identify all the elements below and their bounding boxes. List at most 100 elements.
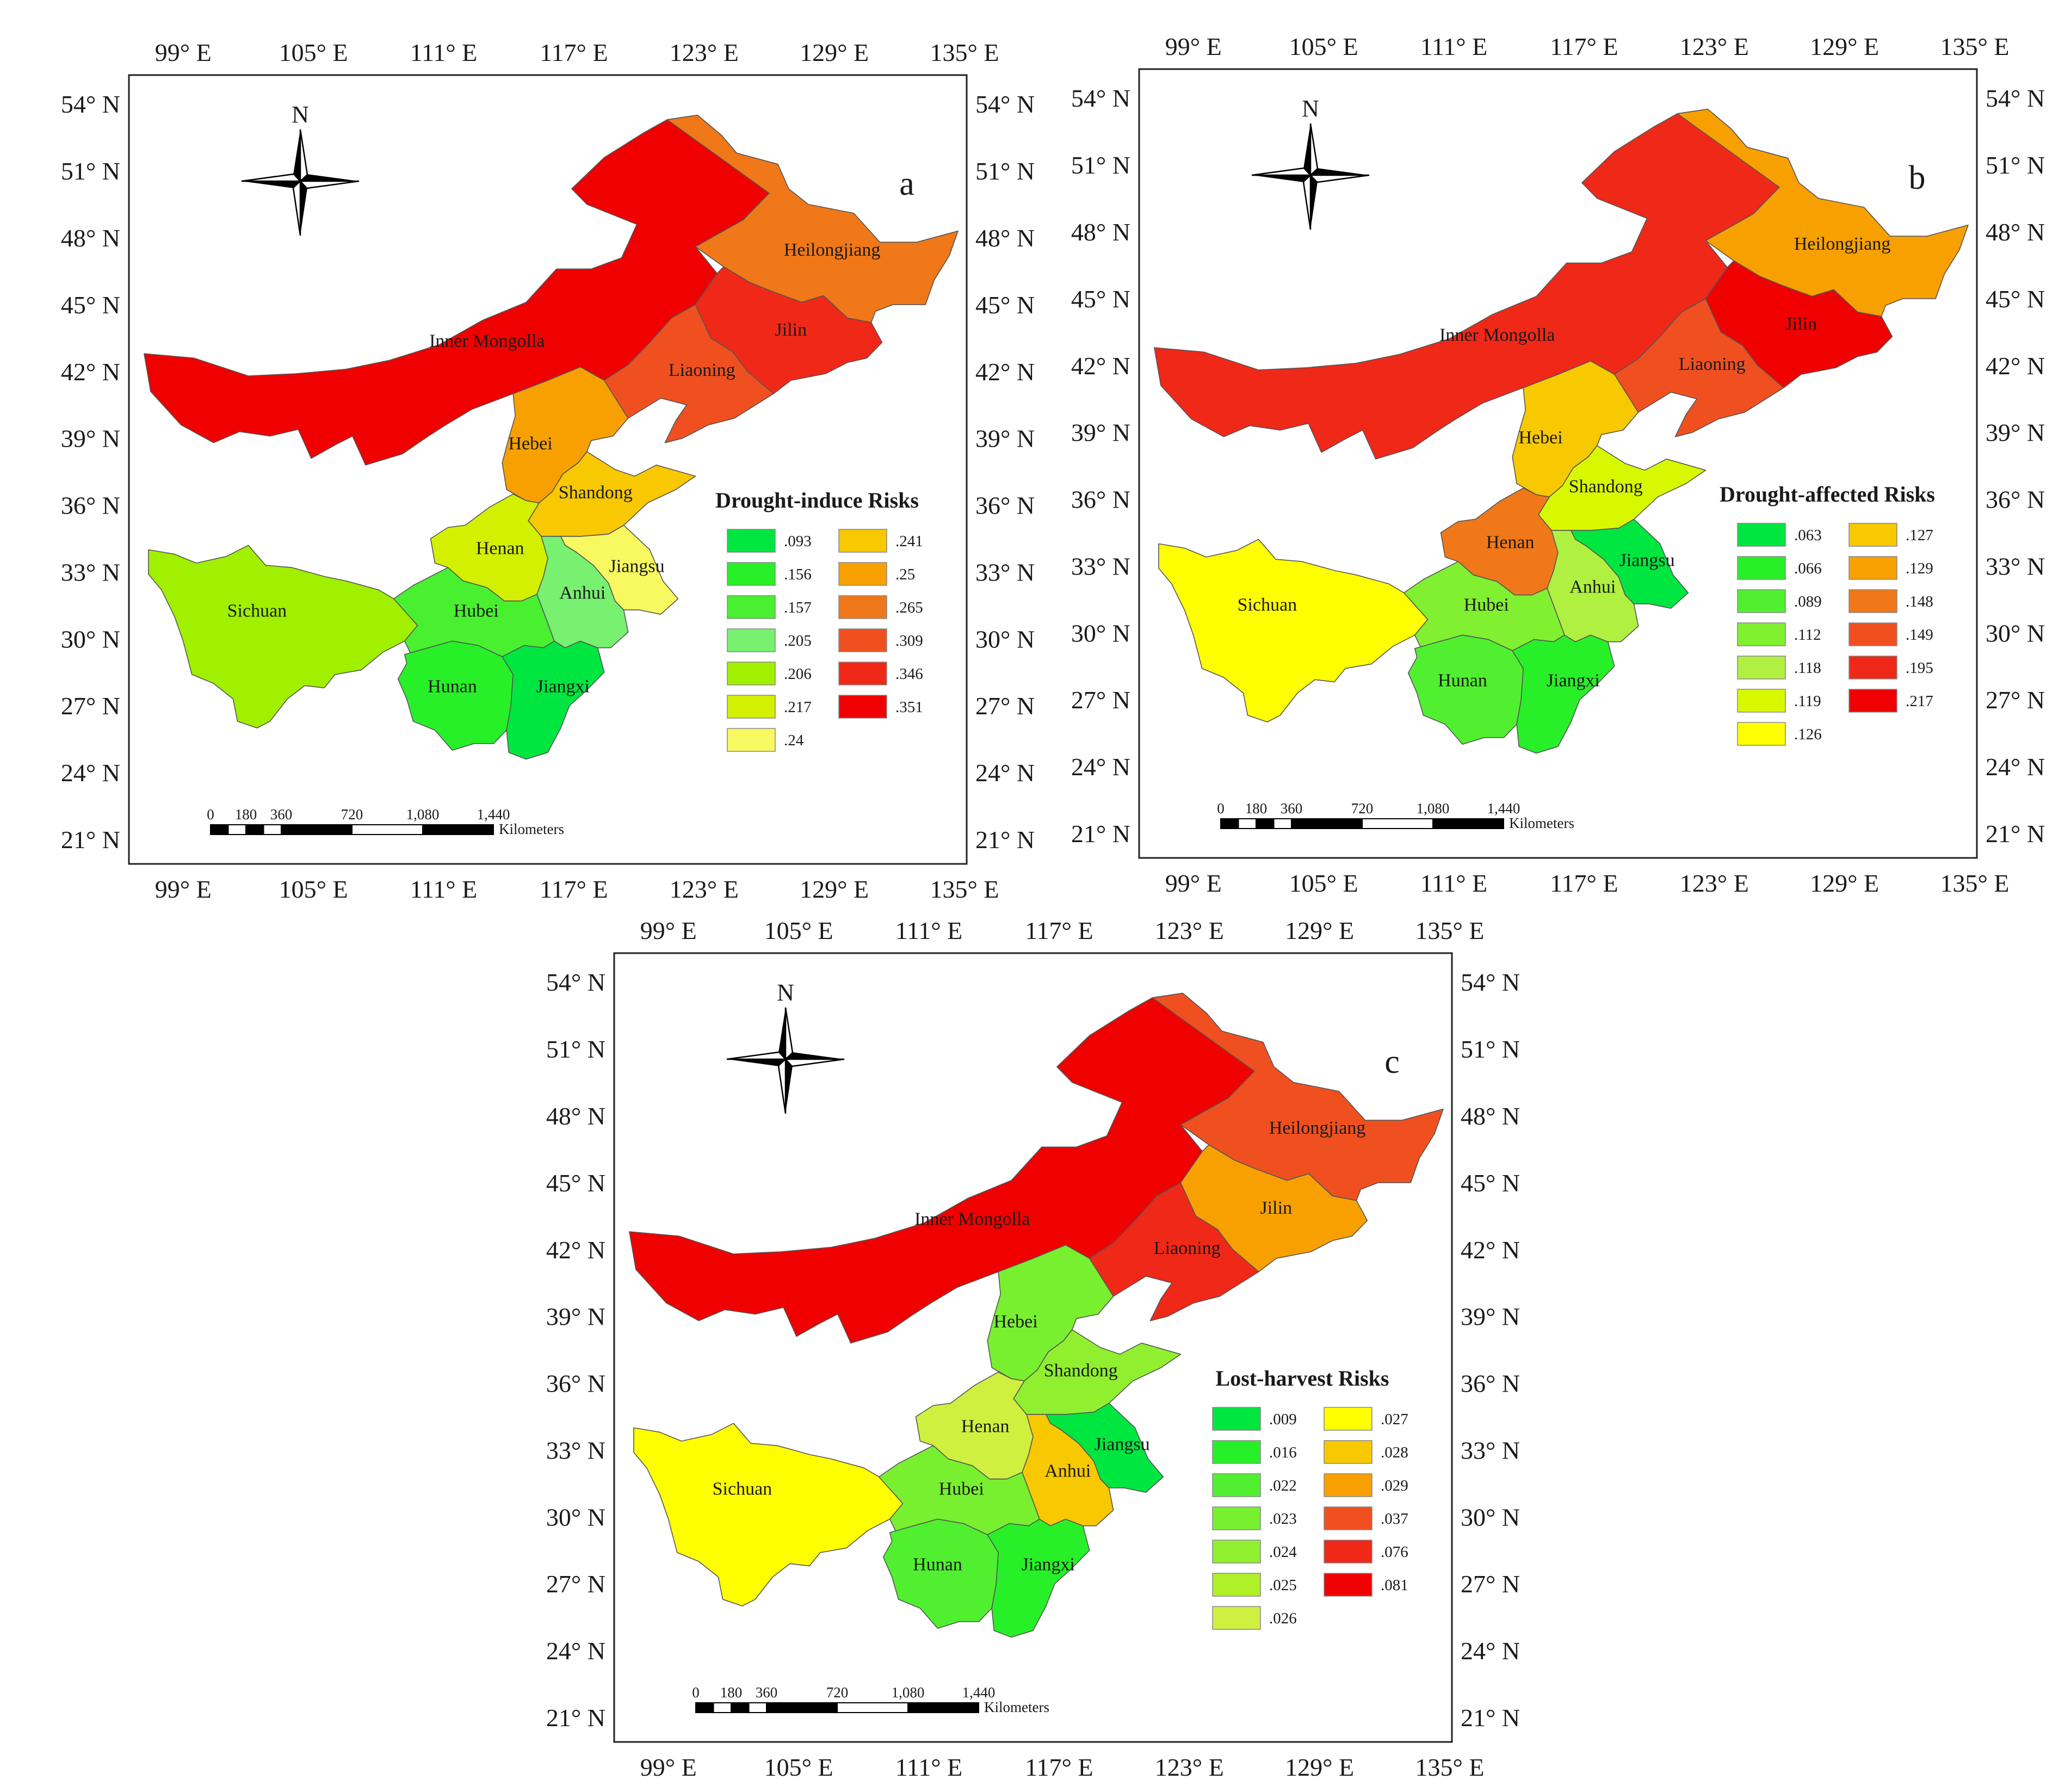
legend-swatch: [838, 529, 887, 553]
lon-tick-label-bottom: 123° E: [1680, 869, 1749, 897]
lat-tick-label-right: 42° N: [975, 358, 1035, 386]
legend: Drought-affected Risks .063 .066 .089 .112 .1…: [1720, 482, 1935, 746]
lat-tick-label-right: 39° N: [1986, 419, 2045, 447]
legend-swatch: [1848, 622, 1897, 646]
legend-swatch: [838, 595, 887, 619]
legend-swatch: [1737, 622, 1786, 646]
lat-tick-label-right: 30° N: [1461, 1503, 1520, 1531]
panel-letter: a: [899, 165, 914, 202]
scale-bar-segment: [907, 1702, 979, 1713]
lat-tick-label-right: 51° N: [1986, 151, 2045, 179]
scale-bar-segment: [731, 1702, 750, 1713]
legend-swatch: [1212, 1573, 1261, 1597]
province-label-sichuan: Sichuan: [1238, 595, 1297, 615]
lon-tick-label-top: 105° E: [279, 39, 348, 66]
lat-tick-label-right: 42° N: [1986, 352, 2045, 380]
lat-tick-label-right: 36° N: [1461, 1370, 1520, 1398]
legend-value-label: .265: [895, 599, 923, 616]
legend-value-label: .027: [1381, 1411, 1408, 1428]
scale-bar-segment: [351, 824, 423, 835]
legend-value-label: .076: [1381, 1543, 1408, 1561]
lon-tick-label-top: 117° E: [1025, 917, 1093, 944]
province-sichuan: [148, 545, 418, 728]
lat-tick-label-left: 21° N: [546, 1704, 605, 1732]
lon-tick-label-top: 111° E: [1420, 33, 1488, 60]
legend-value-label: .157: [784, 599, 812, 616]
legend-title: Lost-harvest Risks: [1216, 1366, 1389, 1391]
legend-swatch: [838, 662, 887, 685]
lon-tick-label-bottom: 111° E: [1420, 869, 1488, 897]
lat-tick-label-right: 36° N: [1986, 486, 2045, 514]
province-label-shandong: Shandong: [559, 483, 633, 503]
province-label-jiangsu: Jiangsu: [1095, 1434, 1150, 1454]
lat-tick-label-left: 54° N: [61, 90, 120, 118]
lat-tick-label-right: 54° N: [1461, 968, 1520, 996]
legend-value-label: .217: [1906, 693, 1933, 710]
province-label-jiangsu: Jiangsu: [1619, 550, 1675, 570]
lat-tick-label-left: 30° N: [546, 1503, 605, 1531]
province-label-hebei: Hebei: [994, 1312, 1038, 1332]
legend-swatch: [1324, 1573, 1372, 1597]
panel-letter: b: [1909, 159, 1926, 196]
legend-swatch: [727, 728, 776, 752]
legend-swatch: [838, 628, 887, 652]
panel-letter: c: [1384, 1043, 1400, 1080]
lat-tick-label-left: 42° N: [1071, 352, 1130, 380]
legend-value-label: .119: [1794, 693, 1821, 710]
lon-tick-label-bottom: 135° E: [1415, 1753, 1485, 1781]
north-arrow-label: N: [1302, 95, 1319, 122]
lat-tick-label-left: 45° N: [1071, 285, 1130, 313]
lat-tick-label-left: 45° N: [546, 1169, 605, 1197]
north-arrow-needle: [1303, 123, 1310, 175]
lat-tick-label-left: 42° N: [61, 358, 120, 386]
province-label-liaoning: Liaoning: [1679, 354, 1746, 374]
province-jiangxi: [987, 1518, 1090, 1638]
legend-value-label: .346: [895, 665, 923, 683]
lon-tick-label-bottom: 135° E: [930, 875, 999, 903]
legend-value-label: .089: [1794, 593, 1822, 610]
scale-bar-segment: [837, 1702, 908, 1713]
legend-swatch: [1324, 1473, 1372, 1497]
province-sichuan: [633, 1423, 904, 1606]
map-panel-a: Inner Mongolla Heilongjiang Jilin Liaoning H…: [61, 39, 1035, 903]
lon-tick-label-bottom: 117° E: [1550, 869, 1618, 897]
legend-value-label: .022: [1269, 1477, 1297, 1494]
legend-value-label: .112: [1794, 626, 1821, 644]
scale-bar-segment: [1291, 818, 1363, 829]
province-jiangxi: [502, 640, 605, 760]
province-label-anhui: Anhui: [559, 583, 605, 603]
scale-bar-tick-label: 0: [692, 1684, 700, 1701]
lon-tick-label-bottom: 99° E: [155, 875, 212, 903]
north-arrow-needle: [778, 1008, 786, 1059]
legend-value-label: .066: [1794, 560, 1822, 577]
lon-tick-label-top: 129° E: [1810, 33, 1879, 60]
legend-value-label: .026: [1269, 1610, 1297, 1627]
lon-tick-label-top: 135° E: [1415, 917, 1485, 944]
province-label-shandong: Shandong: [1044, 1361, 1118, 1381]
province-label-heilongjiang: Heilongjiang: [784, 240, 881, 260]
lat-tick-label-left: 39° N: [61, 425, 120, 453]
lon-tick-label-bottom: 117° E: [1025, 1753, 1093, 1781]
province-label-anhui: Anhui: [1044, 1461, 1091, 1481]
lat-tick-label-left: 24° N: [61, 759, 120, 787]
lat-tick-label-left: 51° N: [546, 1035, 605, 1063]
province-label-jiangsu: Jiangsu: [609, 556, 665, 576]
scale-bar-segment: [1362, 818, 1433, 829]
province-label-hunan: Hunan: [1438, 671, 1487, 691]
province-label-jilin: Jilin: [1785, 314, 1817, 334]
legend-value-label: .195: [1906, 659, 1933, 677]
province-layer: [1154, 108, 1969, 754]
lat-tick-label-right: 21° N: [975, 826, 1035, 854]
lat-tick-label-right: 33° N: [975, 558, 1035, 586]
north-arrow-compass-icon: N: [241, 101, 360, 236]
lat-tick-label-right: 48° N: [975, 224, 1035, 252]
scale-bar-tick-label: 0: [1217, 800, 1225, 817]
scale-bar-segment: [1220, 818, 1239, 829]
legend-swatch: [727, 562, 776, 586]
lon-tick-label-bottom: 123° E: [670, 875, 739, 903]
lon-tick-label-top: 129° E: [1285, 917, 1354, 944]
legend-value-label: .126: [1794, 726, 1822, 743]
scale-bar-segment: [263, 824, 282, 835]
